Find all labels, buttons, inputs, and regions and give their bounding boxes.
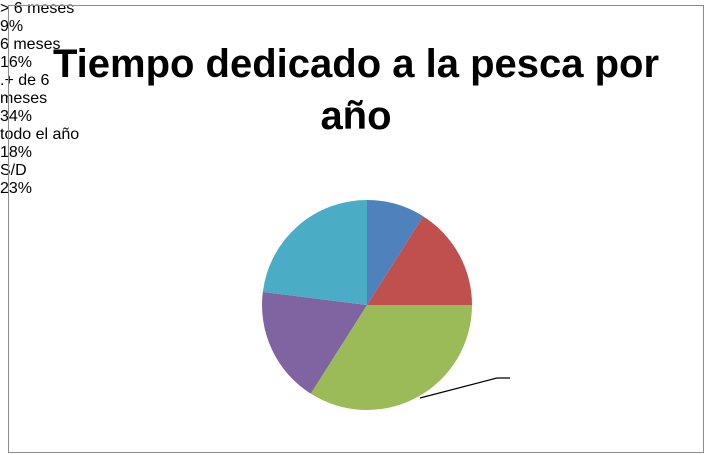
slice-label: > 6 meses 9% — [0, 0, 120, 36]
pie-slice — [367, 200, 424, 305]
category-label: 6 meses — [0, 36, 61, 53]
chart-frame — [8, 5, 704, 453]
chart-title: Tiempo dedicado a la pesca por año — [52, 42, 660, 138]
leader-line — [419, 377, 510, 399]
category-label: > 6 meses — [0, 0, 75, 17]
pie-slice — [262, 291, 367, 394]
category-label: todo el año — [0, 126, 80, 143]
pie-slice — [310, 305, 472, 410]
value-label: 9% — [0, 18, 24, 35]
pie-slice — [367, 216, 472, 305]
category-label: .+ de 6 meses — [0, 72, 50, 107]
category-label: S/D — [0, 162, 27, 179]
pie-slice — [262, 200, 367, 305]
